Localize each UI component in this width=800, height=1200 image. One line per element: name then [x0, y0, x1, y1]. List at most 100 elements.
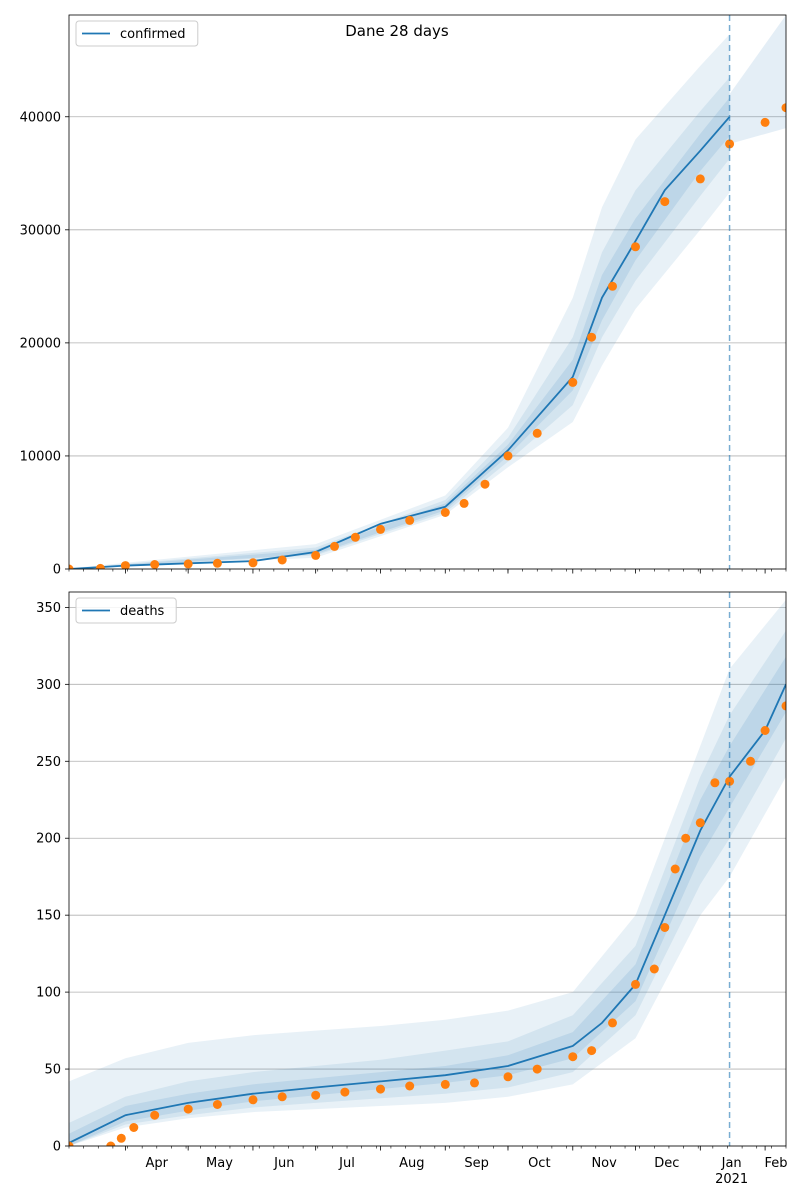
- y-tick-label: 300: [36, 678, 61, 693]
- y-tick-label: 10000: [20, 449, 61, 464]
- y-tick-label: 350: [36, 601, 61, 616]
- observed-point: [350, 532, 360, 542]
- observed-point: [311, 550, 321, 560]
- observed-point: [503, 451, 513, 461]
- x-tick-label: Jan: [721, 1156, 742, 1171]
- y-tick-label: 0: [53, 563, 61, 578]
- observed-point: [631, 242, 640, 252]
- plot-area: [69, 15, 786, 569]
- y-tick-label: 150: [36, 909, 61, 924]
- observed-point: [670, 864, 680, 874]
- observed-point: [248, 558, 258, 568]
- x-tick-label: Oct: [528, 1156, 550, 1171]
- observed-point: [587, 332, 597, 342]
- x-tick-label: Jun: [273, 1156, 294, 1171]
- x-tick-label: Dec: [654, 1156, 679, 1171]
- y-tick-label: 30000: [20, 223, 61, 238]
- observed-point: [120, 561, 130, 569]
- observed-point: [106, 1141, 116, 1146]
- observed-point: [116, 1133, 126, 1143]
- observed-point: [277, 555, 287, 565]
- observed-point: [330, 541, 339, 551]
- x-tick-label: Nov: [591, 1156, 617, 1171]
- observed-point: [649, 964, 659, 974]
- observed-point: [587, 1046, 597, 1056]
- observed-point: [150, 560, 160, 569]
- uncertainty-band-middle: [69, 77, 730, 569]
- observed-point: [746, 756, 755, 766]
- model-line-confirmed: [69, 116, 731, 569]
- observed-point: [631, 979, 640, 989]
- deaths-panel: 0 50 100 150 200 250 300 350 Apr May Jun Jul Aug Sep O…: [36, 591, 788, 1187]
- observed-point: [695, 174, 705, 184]
- observed-point: [150, 1110, 160, 1120]
- observed-point: [183, 1104, 193, 1114]
- observed-point: [532, 428, 542, 438]
- observed-point: [470, 1078, 479, 1088]
- uncertainty-band-outer: [69, 599, 786, 1146]
- observed-point: [440, 508, 450, 517]
- observed-point: [503, 1072, 513, 1082]
- y-tick-label: 200: [36, 832, 61, 847]
- observed-point: [781, 103, 786, 113]
- observed-point: [95, 563, 105, 569]
- legend-label: confirmed: [120, 27, 186, 42]
- observed-point: [459, 498, 469, 508]
- y-tick-label: 250: [36, 755, 61, 770]
- observed-point: [311, 1090, 321, 1100]
- observed-point: [781, 701, 786, 711]
- forecast-band: [729, 15, 786, 144]
- axes-frame: [68, 591, 787, 1147]
- observed-point: [405, 1081, 415, 1091]
- observed-point: [710, 778, 720, 788]
- observed-point: [212, 1100, 222, 1109]
- uncertainty-band-inner: [69, 656, 786, 1146]
- y-tick-label: 20000: [20, 336, 61, 351]
- x-tick-label: May: [206, 1156, 233, 1171]
- observed-point: [440, 1079, 450, 1089]
- y-tick-label: 50: [44, 1063, 61, 1078]
- uncertainty-band-outer: [69, 34, 730, 569]
- observed-point: [212, 558, 222, 568]
- observed-point: [340, 1087, 350, 1097]
- observed-point: [532, 1064, 542, 1074]
- observed-point: [608, 1018, 617, 1028]
- observed-point: [760, 117, 770, 127]
- observed-point: [695, 818, 705, 828]
- observed-point: [183, 559, 193, 569]
- axes-frame: [68, 14, 787, 570]
- observed-point: [568, 377, 578, 387]
- observed-point: [69, 564, 74, 569]
- x-tick-label: Feb: [764, 1156, 787, 1171]
- observed-point: [405, 515, 415, 525]
- observed-point: [376, 1084, 385, 1094]
- observed-point: [568, 1052, 578, 1062]
- observed-point: [376, 524, 385, 534]
- y-tick-label: 40000: [20, 110, 61, 125]
- y-tick-label: 100: [36, 986, 61, 1001]
- legend-label: deaths: [120, 604, 165, 619]
- observed-point: [681, 833, 691, 843]
- confirmed-panel: 0 10000 20000 30000 40000 confirmed: [20, 14, 787, 578]
- observed-point: [760, 726, 770, 735]
- x-year-label: 2021: [715, 1172, 748, 1187]
- observed-point: [725, 139, 735, 149]
- y-tick-label: 0: [53, 1140, 61, 1155]
- legend-box: [75, 597, 177, 624]
- observed-point: [660, 197, 670, 207]
- legend-box: [75, 20, 199, 47]
- observed-point: [725, 776, 735, 786]
- plot-area: [69, 599, 786, 1146]
- observed-point: [660, 923, 670, 932]
- x-tick-label: Jul: [338, 1156, 355, 1171]
- x-tick-label: Sep: [464, 1156, 489, 1171]
- observed-point: [608, 281, 617, 291]
- observed-point: [248, 1095, 258, 1105]
- observed-point: [480, 479, 490, 489]
- observed-point: [129, 1123, 139, 1132]
- x-tick-label: Apr: [146, 1156, 169, 1171]
- model-line-deaths: [69, 683, 786, 1144]
- figure-title: Dane 28 days: [345, 22, 449, 40]
- observed-point: [277, 1092, 287, 1102]
